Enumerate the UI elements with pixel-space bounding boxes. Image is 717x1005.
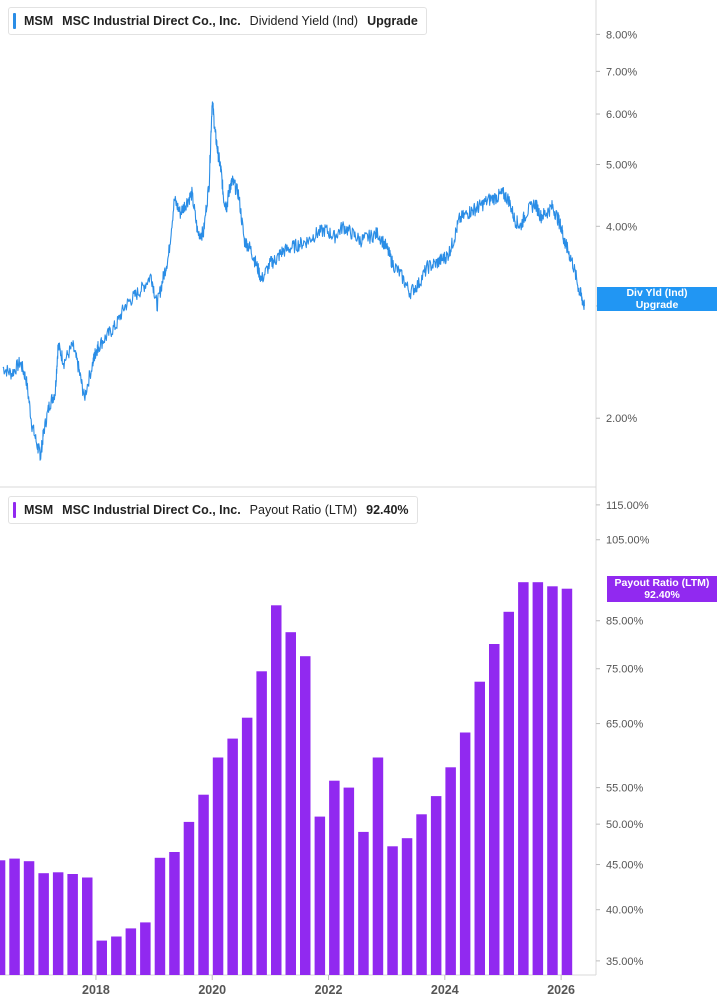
y-tick-label: 115.00% [606,500,649,512]
yield-legend[interactable]: MSM MSC Industrial Direct Co., Inc. Divi… [8,7,427,35]
y-tick-label: 85.00% [606,616,644,628]
payout-bar[interactable] [111,936,122,976]
payout-bar[interactable] [52,872,64,975]
payout-bar[interactable] [256,671,267,975]
y-tick-label: 7.00% [606,66,637,78]
y-tick-label: 5.00% [606,160,637,172]
yield-tag-value: Upgrade [635,299,679,311]
payout-bar[interactable] [38,873,49,975]
payout-bar[interactable] [227,738,238,975]
payout-bar[interactable] [561,588,573,975]
payout-bar[interactable] [314,816,326,975]
payout-value-tag: Payout Ratio (LTM) 92.40% [607,576,717,602]
payout-bar[interactable] [285,632,297,975]
legend-ticker: MSM [24,503,54,517]
y-tick-label: 4.00% [606,221,637,233]
y-tick-label: 2.00% [606,413,637,425]
payout-bar[interactable] [212,757,224,976]
payout-bar[interactable] [183,821,195,975]
yield-series-line [2,101,585,461]
payout-bar[interactable] [387,846,398,975]
legend-metric: Payout Ratio (LTM) [249,503,358,517]
payout-bar[interactable] [9,858,20,975]
payout-tag-value: 92.40% [644,589,680,601]
payout-bar[interactable] [489,644,500,975]
yield-value-tag[interactable]: Div Yld (Ind) Upgrade [597,287,717,311]
payout-tag-label: Payout Ratio (LTM) [614,577,710,589]
payout-bar[interactable] [271,605,282,975]
payout-y-axis: 115.00% 105.00% 85.00% 75.00% 65.00% 55.00% 50… [596,500,650,968]
legend-value: 92.40% [366,503,409,517]
payout-bar[interactable] [445,767,456,975]
payout-bar[interactable] [401,838,413,975]
payout-bar[interactable] [430,796,442,975]
payout-bar[interactable] [503,611,515,975]
payout-bar[interactable] [67,874,78,975]
y-tick-label: 75.00% [606,664,644,676]
payout-bar[interactable] [300,656,311,975]
payout-bar[interactable] [474,681,486,975]
payout-bar[interactable] [358,831,369,975]
yield-legend-swatch [13,13,16,29]
x-tick-label: 2020 [198,983,226,997]
payout-bar[interactable] [23,861,35,975]
y-tick-label: 35.00% [606,956,644,968]
payout-bar[interactable] [547,586,558,975]
payout-bar[interactable] [140,922,151,975]
payout-bar[interactable] [518,582,529,975]
y-tick-label: 65.00% [606,719,644,731]
x-tick-label: 2024 [431,983,459,997]
y-tick-label: 40.00% [606,905,644,917]
payout-plot [0,582,573,976]
payout-legend-swatch [13,502,16,518]
payout-bar[interactable] [169,852,180,975]
x-tick-label: 2022 [315,983,343,997]
payout-bar[interactable] [459,732,471,976]
y-tick-label: 105.00% [606,535,650,547]
payout-bar[interactable] [416,814,427,975]
legend-value[interactable]: Upgrade [367,14,418,28]
x-tick-label: 2026 [547,983,575,997]
y-tick-label: 8.00% [606,29,637,41]
legend-ticker: MSM [24,14,54,28]
legend-company: MSC Industrial Direct Co., Inc. [62,503,241,517]
legend-company: MSC Industrial Direct Co., Inc. [62,14,241,28]
payout-bar[interactable] [96,940,108,975]
payout-bar[interactable] [0,860,6,975]
payout-bar[interactable] [241,717,253,975]
y-tick-label: 50.00% [606,819,644,831]
payout-bar[interactable] [532,582,544,975]
payout-bar[interactable] [198,794,209,975]
payout-bar[interactable] [329,780,340,975]
y-tick-label: 55.00% [606,783,644,795]
payout-bar[interactable] [82,877,93,976]
yield-plot [2,101,585,461]
payout-bar[interactable] [372,757,384,976]
x-tick-label: 2018 [82,983,110,997]
payout-bar[interactable] [343,787,355,975]
yield-y-axis: 8.00%7.00%6.00%5.00%4.00%3.00%2.00% [596,29,637,425]
payout-legend[interactable]: MSM MSC Industrial Direct Co., Inc. Payo… [8,496,418,524]
y-tick-label: 6.00% [606,109,637,121]
legend-metric: Dividend Yield (Ind) [249,14,359,28]
yield-tag-label: Div Yld (Ind) [626,287,688,299]
y-tick-label: 45.00% [606,860,644,872]
x-axis: 2018 2020 2022 2024 2026 [82,975,575,997]
payout-bar[interactable] [154,857,166,975]
payout-bar[interactable] [125,928,137,975]
